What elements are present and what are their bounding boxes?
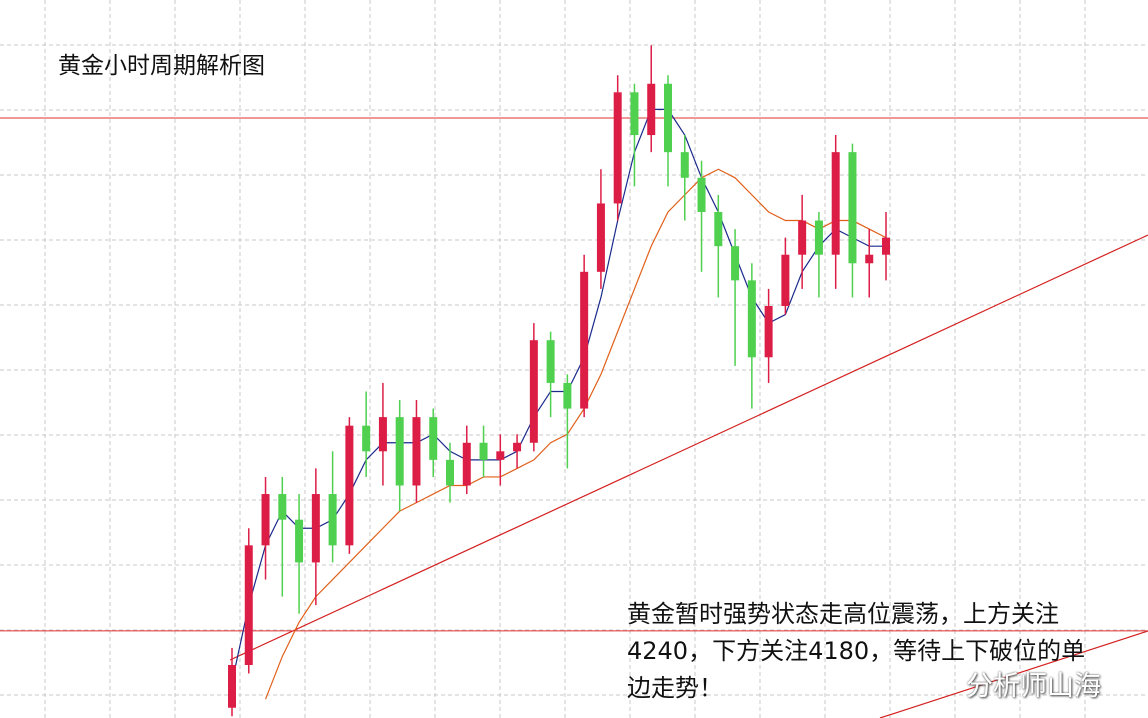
candle-body (412, 417, 421, 486)
candle-body (781, 254, 790, 307)
trend-line (879, 630, 1148, 718)
candle-body (747, 280, 756, 358)
candle-body (764, 306, 773, 358)
candle-body (462, 442, 471, 486)
candle-body (496, 451, 505, 460)
candle-body (513, 442, 522, 452)
candle-body (446, 459, 454, 486)
candle-body (647, 83, 656, 136)
candle-body (882, 237, 890, 255)
candle-body (613, 92, 622, 204)
candle-body (529, 340, 538, 443)
candle-body (295, 519, 304, 563)
candle-body (328, 494, 337, 546)
candle-body (630, 92, 639, 136)
candle-body (261, 494, 270, 546)
trend-line (229, 234, 1148, 661)
candle-body (814, 220, 823, 255)
candle-body (831, 152, 840, 255)
candle-body (798, 220, 807, 255)
candle-body (731, 246, 740, 281)
candle-body (848, 152, 857, 264)
candle-body (664, 83, 672, 153)
candle-body (244, 545, 253, 666)
moving-average (231, 108, 886, 683)
candle-body (546, 340, 555, 383)
annotation: 黄金暂时强势状态走高位震荡，上方关注4240，下方关注4180，等待上下破位的单… (627, 600, 1086, 702)
candle-body (479, 442, 488, 460)
candle-body (714, 211, 723, 247)
candle-body (580, 271, 589, 409)
candle-body (228, 665, 236, 708)
chart-title: 黄金小时周期解析图 (58, 53, 265, 79)
candle-body (378, 417, 387, 452)
moving-average (264, 168, 887, 700)
candle-body (311, 494, 320, 563)
watermark: 分析师山海 (966, 671, 1101, 702)
candle-body (429, 417, 438, 460)
candle-body (362, 425, 371, 452)
candle-body (563, 382, 572, 409)
candle-body (395, 417, 404, 486)
candle-body (865, 254, 874, 264)
candle-body (278, 494, 287, 520)
candle-body (697, 177, 706, 212)
candle-body (345, 425, 354, 546)
candle-body (680, 152, 689, 178)
candle-body (596, 203, 605, 272)
